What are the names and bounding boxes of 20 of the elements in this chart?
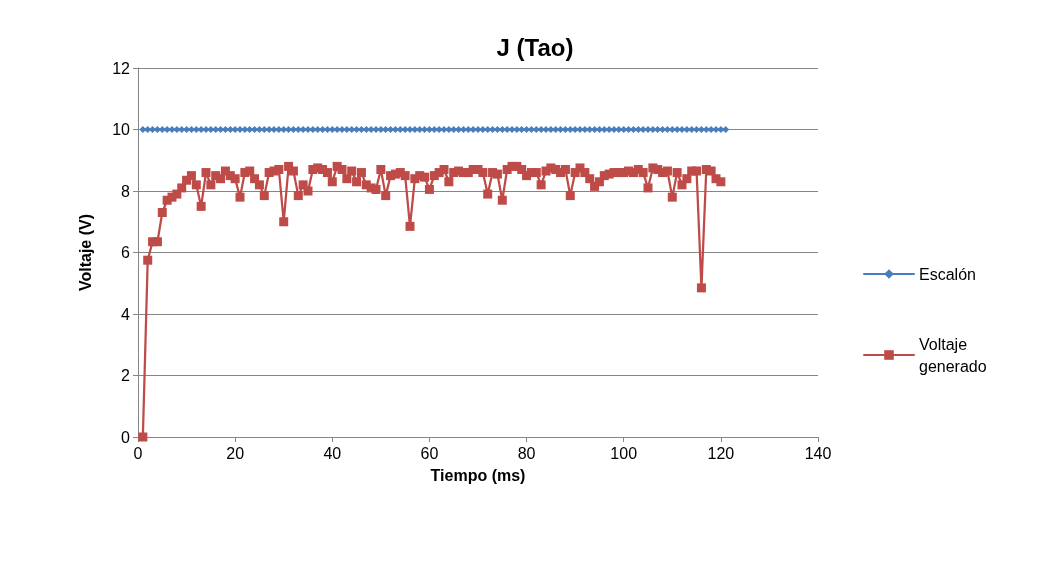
x-tick-label: 140 bbox=[804, 444, 832, 462]
y-tick-label: 12 bbox=[112, 59, 131, 77]
legend-label: Escalón bbox=[919, 265, 976, 283]
x-tick-label: 100 bbox=[610, 444, 638, 462]
x-axis-title: Tiempo (ms) bbox=[430, 466, 526, 484]
y-axis-title: Voltaje (V) bbox=[76, 213, 94, 292]
y-tick-label: 8 bbox=[121, 182, 131, 200]
x-tick-label: 80 bbox=[517, 444, 536, 462]
x-tick-label: 60 bbox=[420, 444, 439, 462]
y-tick-label: 0 bbox=[121, 428, 131, 446]
y-tick-label: 6 bbox=[121, 244, 131, 261]
x-tick-label: 120 bbox=[707, 444, 735, 462]
chart-title: J (Tao) bbox=[496, 33, 574, 61]
x-tick-label: 0 bbox=[133, 444, 143, 462]
legend-label: Voltaje generado bbox=[919, 335, 987, 375]
x-tick-label: 20 bbox=[226, 444, 245, 462]
y-tick-label: 10 bbox=[112, 121, 131, 138]
y-tick-label: 4 bbox=[121, 305, 131, 323]
y-tick-label: 2 bbox=[121, 367, 131, 384]
x-tick-label: 40 bbox=[323, 444, 342, 462]
